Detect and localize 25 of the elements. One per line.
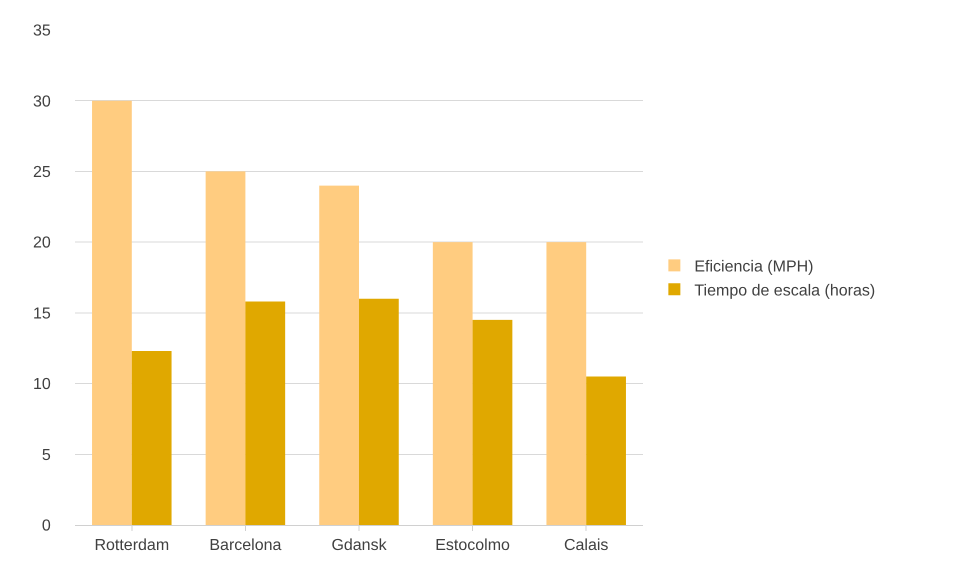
y-tick-label: 30: [33, 93, 51, 110]
bar: [92, 100, 132, 525]
legend-label: Eficiencia (MPH): [694, 258, 814, 276]
x-tick-label: Calais: [564, 537, 608, 554]
y-tick-label: 35: [33, 22, 51, 40]
bar: [206, 171, 246, 525]
bar: [359, 298, 399, 525]
y-tick-label: 15: [33, 305, 51, 322]
bar: [319, 186, 359, 525]
bar: [132, 351, 172, 525]
bar: [432, 242, 473, 525]
y-tick-label: 0: [42, 518, 51, 535]
x-tick-label: Estocolmo: [435, 537, 510, 554]
x-tick-label: Rotterdam: [94, 537, 170, 554]
bar: [586, 376, 626, 525]
x-tick-label: Gdansk: [331, 537, 388, 554]
bar: [472, 320, 512, 525]
legend-label: Tiempo de escala (horas): [694, 282, 876, 300]
y-tick-label: 20: [33, 234, 51, 252]
y-tick-label: 5: [42, 446, 51, 464]
y-tick-label: 10: [33, 376, 51, 394]
bar: [245, 302, 286, 525]
y-tick-label: 25: [33, 164, 51, 182]
bar: [546, 242, 586, 525]
x-tick-label: Barcelona: [209, 537, 282, 554]
